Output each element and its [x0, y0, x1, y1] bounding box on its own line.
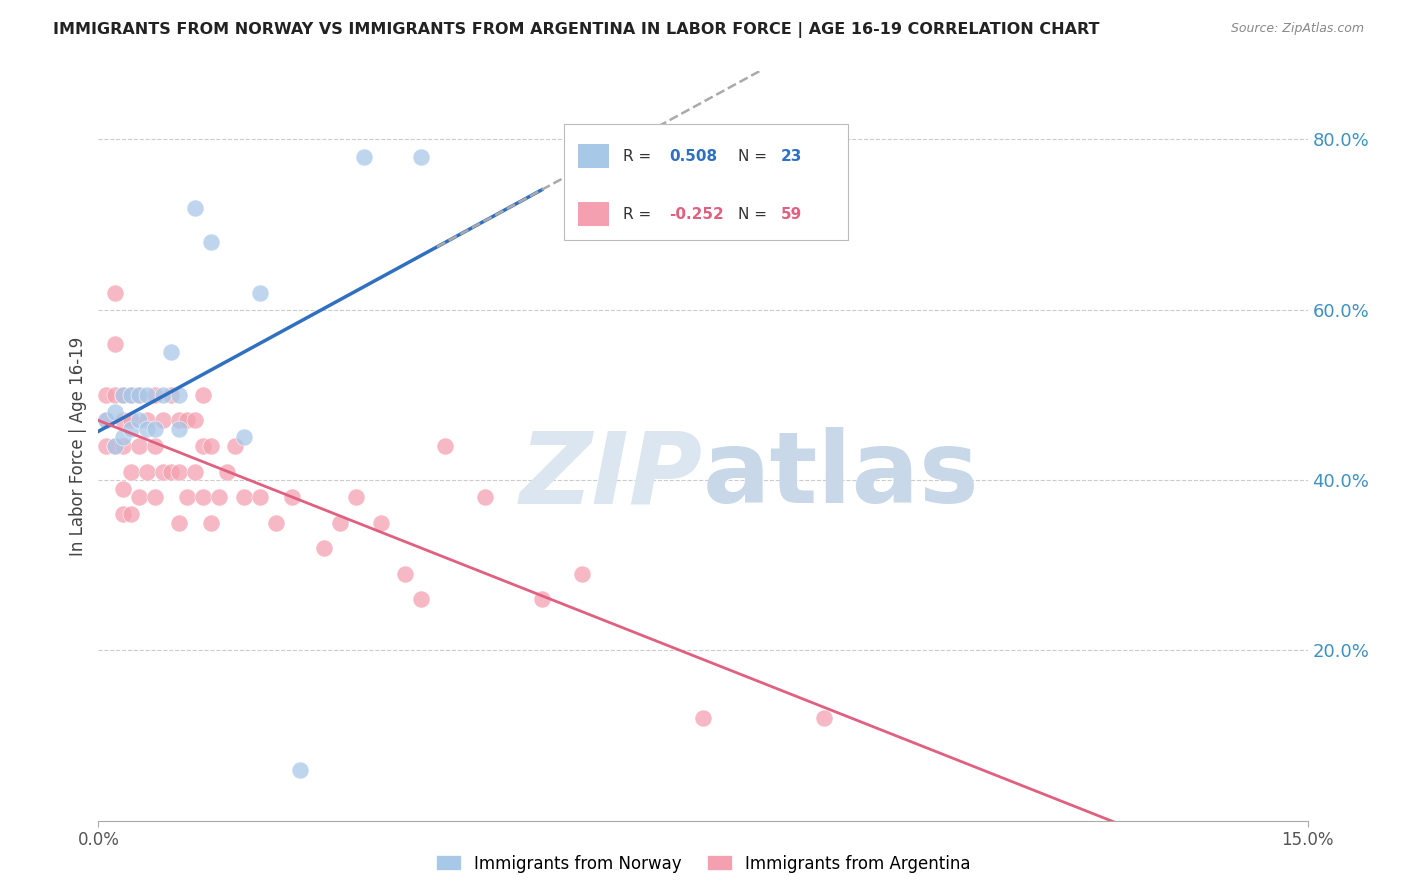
Point — [128, 413, 150, 427]
Point — [135, 465, 157, 479]
Point — [111, 388, 134, 402]
Point — [111, 507, 134, 521]
Point — [193, 439, 215, 453]
Point — [128, 388, 150, 402]
Text: Source: ZipAtlas.com: Source: ZipAtlas.com — [1230, 22, 1364, 36]
Point — [217, 465, 239, 479]
Text: -0.252: -0.252 — [669, 207, 724, 222]
Point — [249, 285, 271, 300]
Point — [120, 388, 142, 402]
FancyBboxPatch shape — [564, 124, 848, 240]
Point — [224, 439, 246, 453]
Point — [329, 516, 352, 530]
Point — [184, 413, 207, 427]
Point — [152, 388, 174, 402]
Point — [103, 405, 125, 419]
Point — [176, 413, 198, 427]
Point — [135, 413, 157, 427]
Point — [160, 345, 183, 359]
Point — [353, 149, 375, 163]
Point — [813, 711, 835, 725]
Point — [200, 439, 222, 453]
Point — [264, 516, 287, 530]
Text: 23: 23 — [780, 149, 801, 164]
Point — [111, 439, 134, 453]
Point — [128, 388, 150, 402]
Point — [103, 439, 125, 453]
Point — [111, 388, 134, 402]
Point — [152, 413, 174, 427]
Point — [111, 430, 134, 444]
Point — [409, 592, 432, 607]
Point — [96, 413, 118, 427]
Point — [128, 490, 150, 504]
Point — [120, 413, 142, 427]
Point — [143, 422, 166, 436]
Point — [103, 388, 125, 402]
Text: IMMIGRANTS FROM NORWAY VS IMMIGRANTS FROM ARGENTINA IN LABOR FORCE | AGE 16-19 C: IMMIGRANTS FROM NORWAY VS IMMIGRANTS FRO… — [53, 22, 1099, 38]
Text: N =: N = — [738, 207, 772, 222]
Point — [143, 490, 166, 504]
Point — [111, 413, 134, 427]
Text: N =: N = — [738, 149, 772, 164]
Point — [344, 490, 367, 504]
Point — [167, 465, 190, 479]
Point — [111, 482, 134, 496]
Point — [314, 541, 336, 556]
Point — [370, 516, 392, 530]
Point — [103, 439, 125, 453]
Text: ZIP: ZIP — [520, 427, 703, 524]
FancyBboxPatch shape — [578, 145, 609, 169]
Point — [232, 430, 254, 444]
Point — [120, 422, 142, 436]
Point — [193, 490, 215, 504]
Point — [167, 516, 190, 530]
Point — [571, 566, 593, 581]
Point — [409, 149, 432, 163]
Point — [249, 490, 271, 504]
Point — [176, 490, 198, 504]
Text: 59: 59 — [780, 207, 801, 222]
Text: R =: R = — [623, 207, 657, 222]
Point — [288, 763, 311, 777]
Point — [530, 592, 553, 607]
Point — [692, 711, 714, 725]
Point — [152, 465, 174, 479]
Point — [135, 422, 157, 436]
Point — [103, 285, 125, 300]
Point — [135, 388, 157, 402]
FancyBboxPatch shape — [578, 202, 609, 227]
Point — [200, 516, 222, 530]
Point — [120, 388, 142, 402]
Legend: Immigrants from Norway, Immigrants from Argentina: Immigrants from Norway, Immigrants from … — [429, 848, 977, 880]
Point — [167, 413, 190, 427]
Point — [434, 439, 457, 453]
Point — [167, 388, 190, 402]
Point — [160, 465, 183, 479]
Point — [160, 388, 183, 402]
Point — [394, 566, 416, 581]
Point — [193, 388, 215, 402]
Point — [232, 490, 254, 504]
Point — [208, 490, 231, 504]
Point — [474, 490, 496, 504]
Point — [143, 439, 166, 453]
Point — [143, 388, 166, 402]
Point — [281, 490, 304, 504]
Point — [103, 336, 125, 351]
Point — [200, 235, 222, 249]
Text: 0.508: 0.508 — [669, 149, 717, 164]
Point — [120, 465, 142, 479]
Point — [167, 422, 190, 436]
Text: R =: R = — [623, 149, 657, 164]
Point — [184, 465, 207, 479]
Text: atlas: atlas — [703, 427, 980, 524]
Point — [120, 507, 142, 521]
Point — [128, 439, 150, 453]
Y-axis label: In Labor Force | Age 16-19: In Labor Force | Age 16-19 — [69, 336, 87, 556]
Point — [96, 413, 118, 427]
Point — [96, 439, 118, 453]
Point — [96, 388, 118, 402]
Point — [184, 201, 207, 215]
